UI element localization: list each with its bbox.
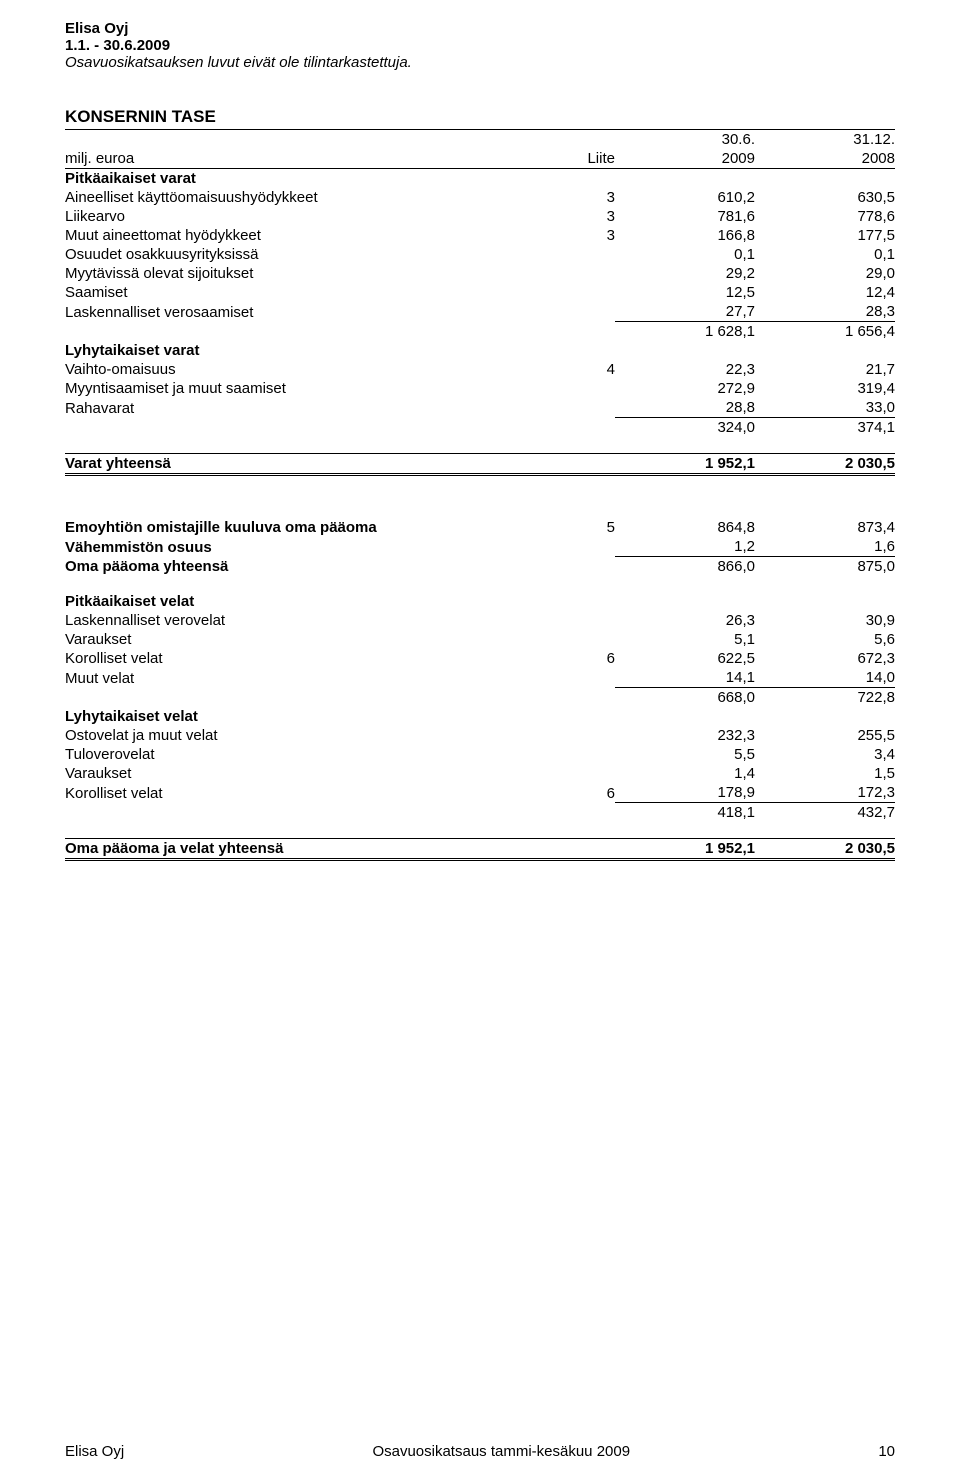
section-heading: Pitkäaikaiset velat xyxy=(65,592,895,611)
table-row: Muut aineettomat hyödykkeet3166,8177,5 xyxy=(65,226,895,245)
company-name: Elisa Oyj xyxy=(65,20,895,37)
footer-left: Elisa Oyj xyxy=(65,1443,124,1460)
reporting-period: 1.1. - 30.6.2009 xyxy=(65,37,895,54)
col-date-2: 31.12. xyxy=(755,130,895,149)
col-date-1: 30.6. xyxy=(615,130,755,149)
table-row: Laskennalliset verovelat26,330,9 xyxy=(65,611,895,630)
table-row: Varaukset1,41,5 xyxy=(65,764,895,783)
subtotal-row: 418,1432,7 xyxy=(65,803,895,823)
table-row: Ostovelat ja muut velat232,3255,5 xyxy=(65,726,895,745)
assets-total-row: Varat yhteensä 1 952,1 2 030,5 xyxy=(65,453,895,474)
section-heading: Pitkäaikaiset varat xyxy=(65,169,895,189)
table-row: Vaihto-omaisuus422,321,7 xyxy=(65,360,895,379)
table-row: Myyntisaamiset ja muut saamiset272,9319,… xyxy=(65,379,895,398)
table-row: Korolliset velat6622,5672,3 xyxy=(65,649,895,668)
table-row: Tuloverovelat5,53,4 xyxy=(65,745,895,764)
equity-total-row: Oma pääoma yhteensä866,0875,0 xyxy=(65,557,895,577)
footer-right: 10 xyxy=(878,1443,895,1460)
units-label: milj. euroa xyxy=(65,149,535,169)
subtotal-row: 668,0722,8 xyxy=(65,688,895,708)
table-row: Liikearvo3781,6778,6 xyxy=(65,207,895,226)
table-row: Muut velat14,114,0 xyxy=(65,668,895,688)
table-row: Aineelliset käyttöomaisuushyödykkeet3610… xyxy=(65,188,895,207)
section-heading: Lyhytaikaiset velat xyxy=(65,707,895,726)
table-row: Emoyhtiön omistajille kuuluva oma pääoma… xyxy=(65,518,895,537)
year-1: 2009 xyxy=(615,149,755,169)
document-header: Elisa Oyj 1.1. - 30.6.2009 Osavuosikatsa… xyxy=(65,20,895,71)
subtotal-row: 1 628,11 656,4 xyxy=(65,322,895,342)
table-row: Vähemmistön osuus1,21,6 xyxy=(65,537,895,557)
table-row: Korolliset velat6178,9172,3 xyxy=(65,783,895,803)
subtotal-row: 324,0374,1 xyxy=(65,418,895,438)
date-header-row: 30.6. 31.12. xyxy=(65,130,895,149)
year-2: 2008 xyxy=(755,149,895,169)
table-row: Varaukset5,15,6 xyxy=(65,630,895,649)
units-header-row: milj. euroa Liite 2009 2008 xyxy=(65,149,895,169)
table-row: Laskennalliset verosaamiset27,728,3 xyxy=(65,302,895,322)
report-title: KONSERNIN TASE xyxy=(65,107,895,130)
table-row: Rahavarat28,833,0 xyxy=(65,398,895,418)
footer-center: Osavuosikatsaus tammi-kesäkuu 2009 xyxy=(372,1443,630,1460)
balance-sheet-table: 30.6. 31.12. milj. euroa Liite 2009 2008… xyxy=(65,130,895,861)
table-row: Saamiset12,512,4 xyxy=(65,283,895,302)
page-footer: Elisa Oyj Osavuosikatsaus tammi-kesäkuu … xyxy=(65,1443,895,1460)
note-column-head: Liite xyxy=(535,149,615,169)
table-row: Myytävissä olevat sijoitukset29,229,0 xyxy=(65,264,895,283)
table-row: Osuudet osakkuusyrityksissä0,10,1 xyxy=(65,245,895,264)
equity-liabilities-total-row: Oma pääoma ja velat yhteensä 1 952,1 2 0… xyxy=(65,838,895,859)
audit-note: Osavuosikatsauksen luvut eivät ole tilin… xyxy=(65,54,895,71)
section-heading: Lyhytaikaiset varat xyxy=(65,341,895,360)
